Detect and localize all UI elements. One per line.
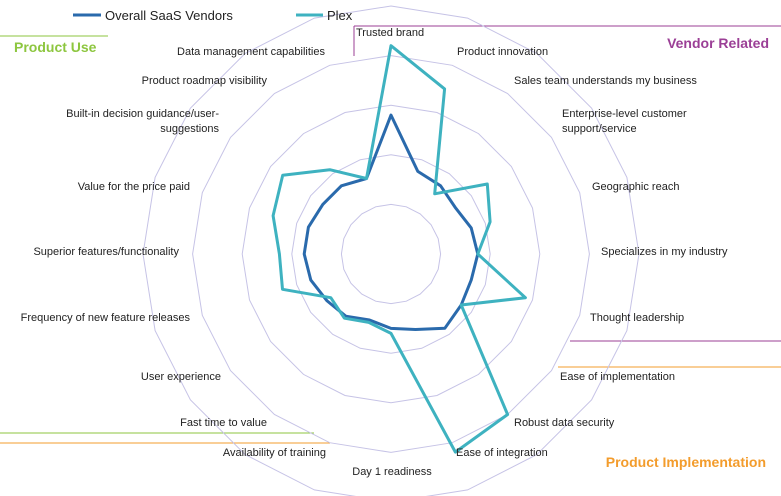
axis-label-15: Frequency of new feature releases — [21, 312, 191, 324]
axis-label-6: Specializes in my industry — [601, 246, 728, 258]
series-layer — [271, 44, 527, 454]
axis-label-19: Product roadmap visibility — [142, 75, 268, 87]
group-label-vendor-related: Vendor Related — [667, 35, 769, 51]
axis-label-14: User experience — [141, 371, 221, 383]
legend-label-overall: Overall SaaS Vendors — [105, 8, 233, 23]
grid-ring-5 — [142, 5, 640, 496]
axis-label-17: Value for the price paid — [78, 181, 190, 193]
legend-label-plex: Plex — [327, 8, 353, 23]
grid-ring-1 — [340, 203, 442, 305]
grid-ring-3 — [241, 104, 541, 404]
axis-label-20: Data management capabilities — [177, 46, 325, 58]
axis-label-9: Robust data security — [514, 417, 615, 429]
axis-labels: Trusted brand Product innovation Sales tea… — [21, 27, 728, 478]
group-label-product-implementation: Product Implementation — [606, 454, 766, 470]
group-label-product-use: Product Use — [14, 39, 97, 55]
legend: Overall SaaS Vendors Plex — [73, 8, 353, 23]
grid-ring-2 — [291, 154, 491, 354]
axis-label-2: Product innovation — [457, 46, 548, 58]
axis-label-4: Enterprise-level customer support/service — [562, 108, 687, 135]
axis-label-11: Day 1 readiness — [352, 466, 432, 478]
axis-label-10: Ease of integration — [456, 447, 548, 459]
axis-label-16: Superior features/functionality — [33, 246, 179, 258]
axis-label-13: Fast time to value — [180, 417, 267, 429]
axis-label-5: Geographic reach — [592, 181, 679, 193]
radar-grid — [142, 5, 640, 496]
series-line-overall-saas-vendors — [302, 113, 480, 331]
axis-label-8: Ease of implementation — [560, 371, 675, 383]
axis-label-3: Sales team understands my business — [514, 75, 697, 87]
axis-label-7: Thought leadership — [590, 312, 684, 324]
grid-ring-4 — [192, 55, 590, 453]
axis-label-18: Built-in decision guidance/user-suggesti… — [66, 108, 219, 135]
series-line-plex — [271, 44, 527, 454]
axis-label-12: Availability of training — [223, 447, 326, 459]
axis-label-1: Trusted brand — [356, 27, 424, 39]
